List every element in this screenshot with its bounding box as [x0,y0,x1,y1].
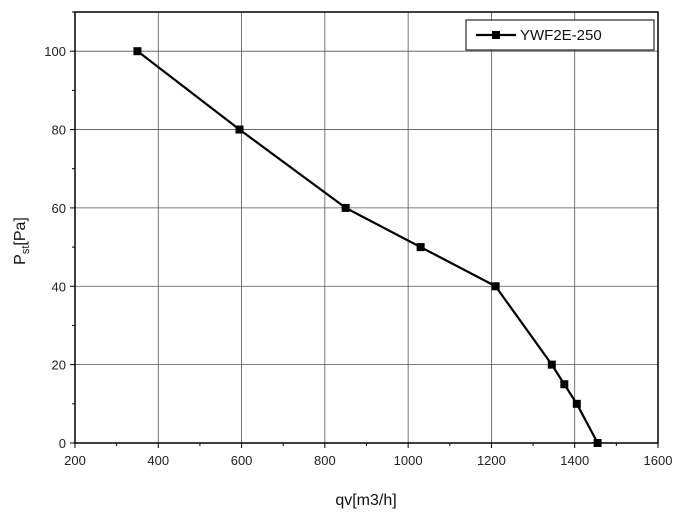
legend: YWF2E-250 [465,19,655,51]
y-axis-title-main: P [12,254,29,265]
x-axis-title: qv[m3/h] [335,492,396,509]
y-tick-label: 60 [52,201,66,216]
data-point [341,203,350,212]
data-point [416,243,425,252]
x-tick-label: 1000 [394,453,423,468]
y-tick-label: 40 [52,279,66,294]
axes: 200 400 600 800 1000 1200 1400 1600 0 20 40 60 80 100 [44,11,673,468]
data-point [560,380,569,389]
series-line [136,50,599,444]
y-tick-label: 20 [52,358,66,373]
y-tick-label: 100 [44,44,66,59]
y-axis-title-suffix: [Pa] [12,217,29,245]
plot-frame [74,11,659,444]
legend-box [465,19,655,51]
x-tick-label: 1600 [644,453,673,468]
data-point [572,399,581,408]
data-point [547,360,556,369]
data-point [491,282,500,291]
data-point [133,47,142,56]
grid [74,12,659,444]
y-tick-label: 80 [52,123,66,138]
series-layer [133,47,602,447]
x-tick-label: 1400 [560,453,589,468]
legend-label: YWF2E-250 [520,27,602,44]
x-tick-label: 600 [231,453,253,468]
data-point [235,125,244,134]
legend-marker [492,31,500,39]
y-axis-title: Pst[Pa] [12,217,32,265]
x-tick-label: 400 [147,453,169,468]
x-tick-label: 800 [314,453,336,468]
x-tick-label: 200 [64,453,86,468]
x-tick-label: 1200 [477,453,506,468]
data-point [593,439,602,447]
y-axis-title-sub: st [20,246,32,255]
y-tick-label: 0 [59,436,66,451]
